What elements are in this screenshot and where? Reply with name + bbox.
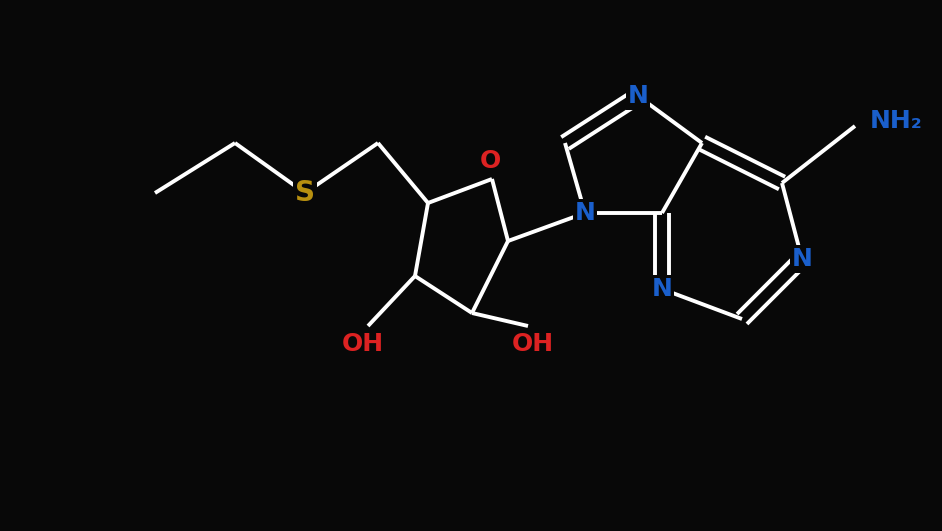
Text: N: N xyxy=(575,201,595,225)
Text: NH₂: NH₂ xyxy=(870,109,923,133)
Text: N: N xyxy=(627,84,648,108)
Text: S: S xyxy=(295,179,315,207)
Text: OH: OH xyxy=(512,332,554,356)
Text: N: N xyxy=(652,277,673,301)
Text: O: O xyxy=(479,149,500,173)
Text: OH: OH xyxy=(342,332,384,356)
Text: N: N xyxy=(791,247,812,271)
